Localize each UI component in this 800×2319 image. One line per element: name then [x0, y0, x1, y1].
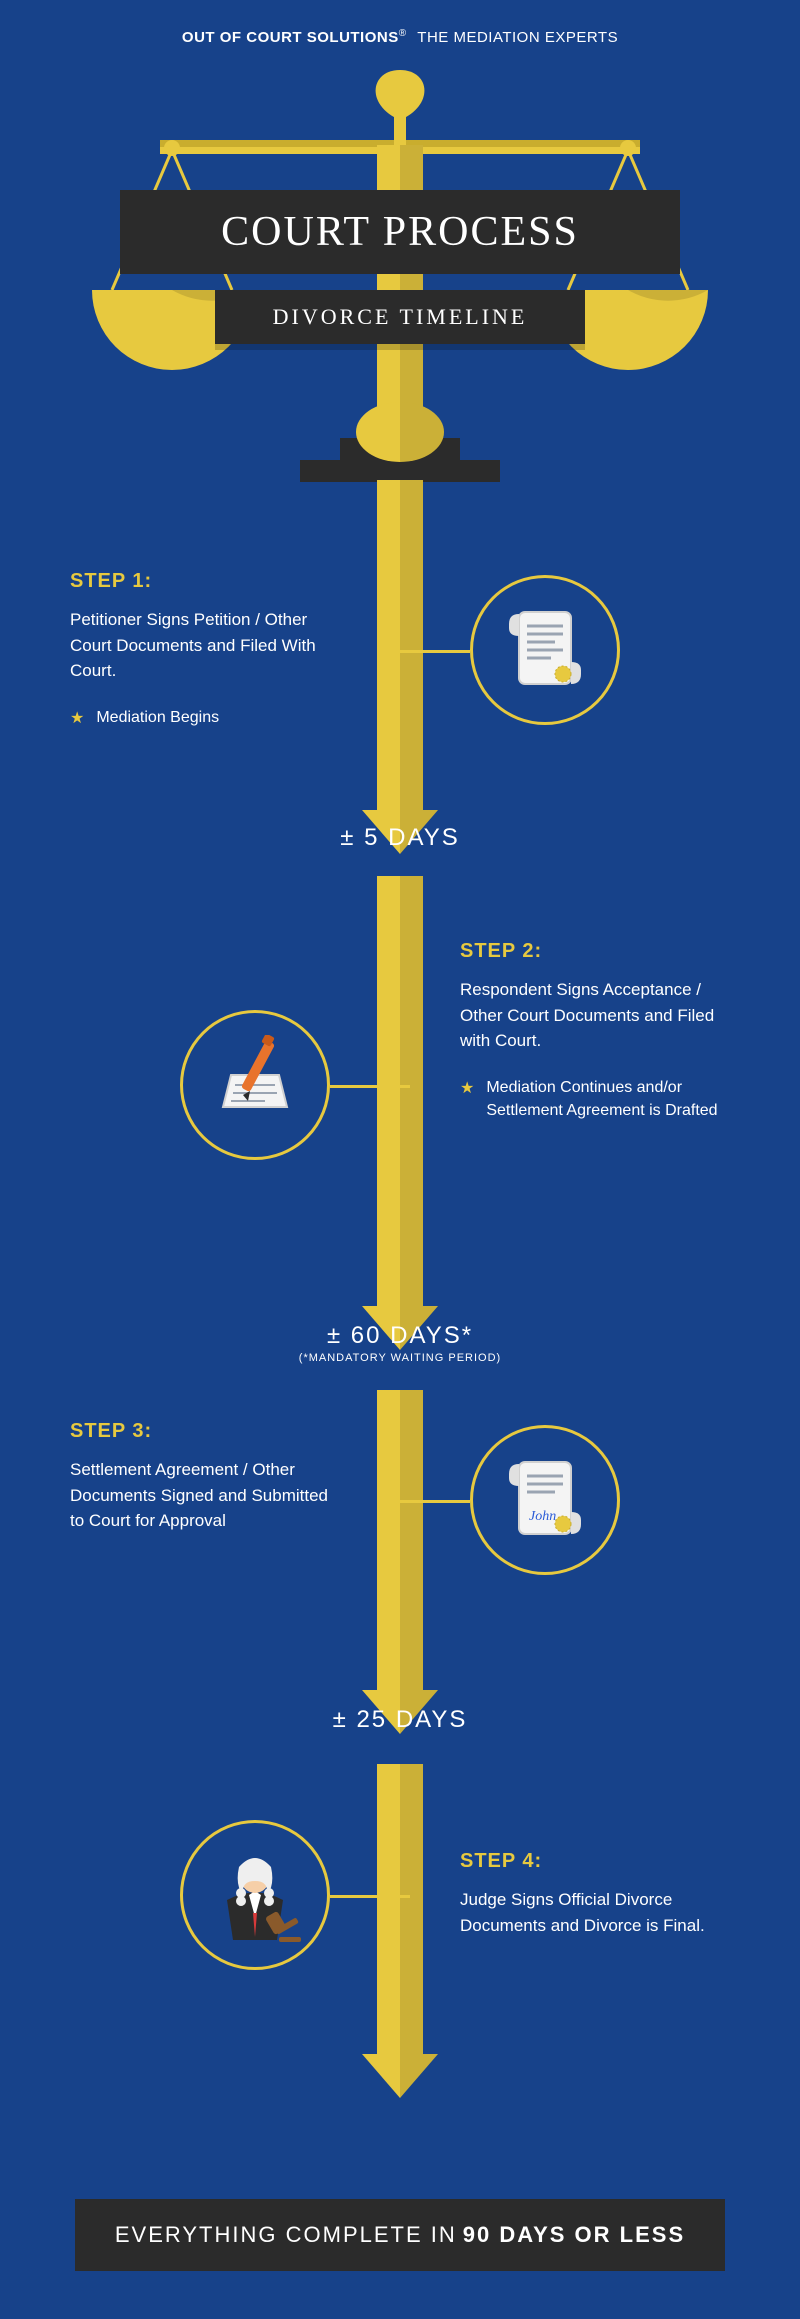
step-1-label: STEP 1: — [70, 570, 340, 593]
step-1-note: Mediation Begins — [96, 706, 219, 729]
brand-name: OUT OF COURT SOLUTIONS — [182, 29, 399, 46]
brand-tagline: THE MEDIATION EXPERTS — [417, 29, 618, 46]
title-sub: DIVORCE TIMELINE — [215, 290, 585, 344]
title-main: COURT PROCESS — [120, 190, 680, 274]
step-2-note: Mediation Continues and/or Settlement Ag… — [486, 1076, 730, 1122]
signed-scroll-icon: John — [470, 1425, 620, 1575]
duration-2-text: ± 60 DAYS* — [327, 1322, 473, 1349]
step-1: STEP 1: Petitioner Signs Petition / Othe… — [70, 570, 340, 729]
duration-1-text: ± 5 DAYS — [340, 824, 459, 851]
step-2-label: STEP 2: — [460, 940, 730, 963]
footer-bold: 90 DAYS OR LESS — [463, 2222, 685, 2248]
connector — [330, 1895, 410, 1898]
registered-mark: ® — [399, 28, 407, 39]
node-3: John — [470, 1425, 620, 1575]
step-1-desc: Petitioner Signs Petition / Other Court … — [70, 607, 340, 684]
footer-prefix: EVERYTHING COMPLETE IN — [115, 2222, 457, 2248]
node-1 — [470, 575, 620, 725]
connector — [390, 1500, 470, 1503]
header: OUT OF COURT SOLUTIONS® THE MEDIATION EX… — [0, 0, 800, 46]
star-icon: ★ — [460, 1078, 474, 1098]
step-3-label: STEP 3: — [70, 1420, 340, 1443]
connector — [390, 650, 470, 653]
duration-2-sub: (*MANDATORY WAITING PERIOD) — [299, 1352, 501, 1364]
judge-icon — [180, 1820, 330, 1970]
step-4-label: STEP 4: — [460, 1850, 730, 1873]
duration-3: ± 25 DAYS — [333, 1706, 468, 1734]
duration-1: ± 5 DAYS — [340, 824, 459, 852]
node-4 — [180, 1820, 330, 1970]
duration-2: ± 60 DAYS* (*MANDATORY WAITING PERIOD) — [299, 1322, 501, 1364]
step-2: STEP 2: Respondent Signs Acceptance / Ot… — [460, 940, 730, 1122]
step-3-desc: Settlement Agreement / Other Documents S… — [70, 1457, 340, 1534]
star-icon: ★ — [70, 708, 84, 728]
infographic-canvas: OUT OF COURT SOLUTIONS® THE MEDIATION EX… — [0, 0, 800, 2319]
step-4: STEP 4: Judge Signs Official Divorce Doc… — [460, 1850, 730, 1938]
scales-icon — [0, 60, 800, 490]
step-3: STEP 3: Settlement Agreement / Other Doc… — [70, 1420, 340, 1534]
node-2 — [180, 1010, 330, 1160]
step-2-desc: Respondent Signs Acceptance / Other Cour… — [460, 977, 730, 1054]
svg-text:John: John — [529, 1509, 556, 1524]
duration-3-text: ± 25 DAYS — [333, 1706, 468, 1733]
step-4-desc: Judge Signs Official Divorce Documents a… — [460, 1887, 730, 1938]
signing-icon — [180, 1010, 330, 1160]
footer-bar: EVERYTHING COMPLETE IN 90 DAYS OR LESS — [75, 2199, 725, 2271]
connector — [330, 1085, 410, 1088]
scroll-icon — [470, 575, 620, 725]
